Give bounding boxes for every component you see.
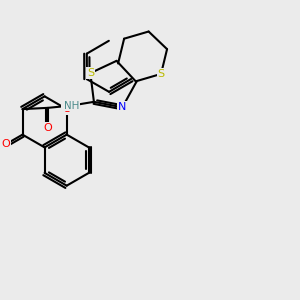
- Text: O: O: [44, 123, 52, 133]
- Text: S: S: [158, 69, 165, 79]
- Text: O: O: [2, 139, 11, 149]
- Text: S: S: [87, 68, 94, 78]
- Text: O: O: [62, 104, 71, 114]
- Text: NH: NH: [64, 100, 80, 110]
- Text: N: N: [118, 102, 127, 112]
